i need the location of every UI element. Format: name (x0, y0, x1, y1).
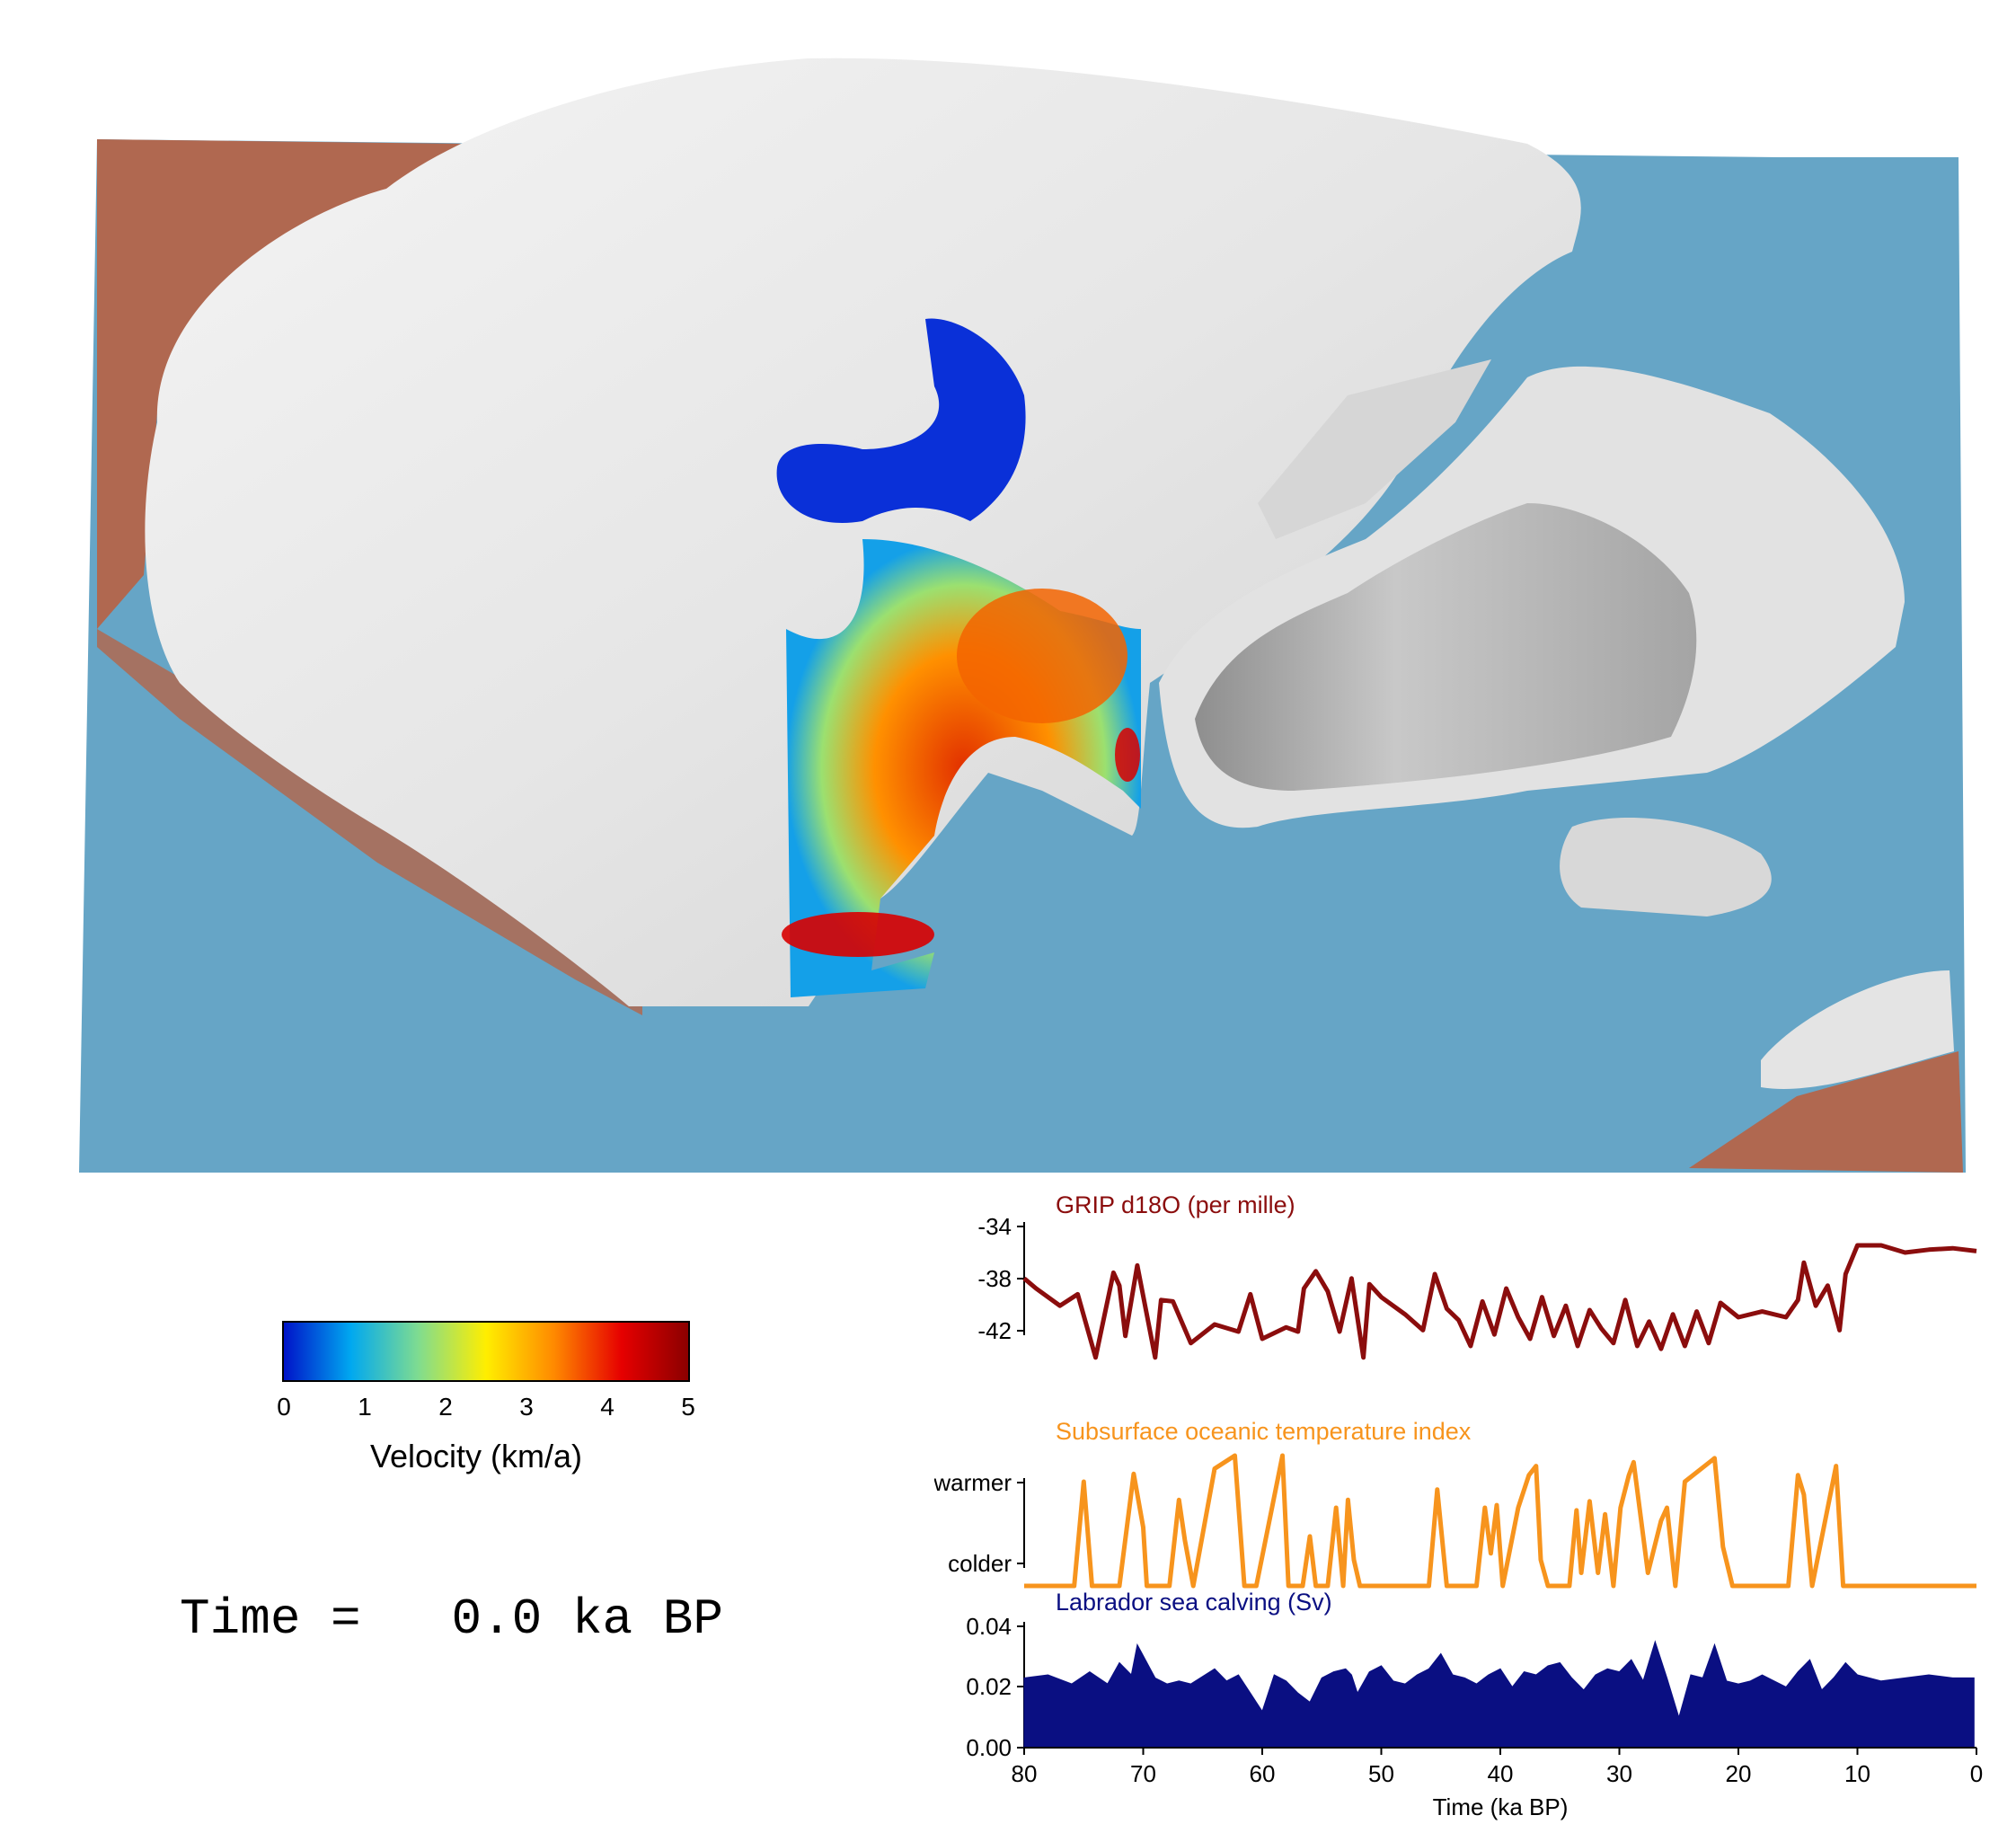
colorbar-tick-4: 4 (600, 1393, 615, 1421)
velocity-hotspot-upper (957, 589, 1127, 723)
colorbar-label: Velocity (km/a) (369, 1438, 583, 1474)
x-tick-label: 50 (1368, 1760, 1394, 1787)
velocity-hotspot-lower (782, 912, 934, 957)
colorbar-tick-3: 3 (519, 1393, 534, 1421)
x-tick-label: 10 (1844, 1760, 1870, 1787)
colorbar-gradient (282, 1321, 690, 1382)
plot-2-ytick-label: 0.04 (966, 1613, 1012, 1640)
x-tick-label: 80 (1012, 1760, 1038, 1787)
plot-1-title: Subsurface oceanic temperature index (1056, 1418, 1472, 1445)
plot-0-ytick-label: -38 (977, 1265, 1012, 1292)
colorbar-tick-0: 0 (277, 1393, 291, 1421)
plot-0-title: GRIP d18O (per mille) (1056, 1191, 1295, 1218)
ice-sheet-map (79, 58, 1966, 1173)
plot-2-area-series (1023, 1640, 1975, 1749)
velocity-stream-upper (776, 318, 1026, 523)
velocity-hotspot-front (1115, 728, 1140, 782)
plot-2-ytick-label: 0.02 (966, 1673, 1012, 1700)
time-value: 0.0 ka BP (451, 1590, 723, 1648)
time-series-panel: GRIP d18O (per mille) -34 -38 -42 Subsurface… (934, 1191, 1983, 1820)
plot-0-ytick-label: -34 (977, 1213, 1012, 1240)
colorbar-tick-5: 5 (681, 1393, 695, 1421)
velocity-colorbar: 0 1 2 3 4 5 Velocity (km/a) (270, 1321, 737, 1483)
plot-0-line-series (1022, 1243, 1977, 1360)
x-tick-label: 60 (1250, 1760, 1276, 1787)
plot-1-ytick-label: colder (948, 1550, 1012, 1577)
colorbar-tick-2: 2 (438, 1393, 453, 1421)
x-tick-label: 40 (1488, 1760, 1514, 1787)
land-west (97, 139, 467, 629)
plot-1-line-series (1024, 1453, 1976, 1589)
time-label: Time = (180, 1590, 361, 1648)
plot-2-title: Labrador sea calving (Sv) (1056, 1589, 1332, 1616)
southeast-ice (1761, 970, 1954, 1089)
x-tick-label: 70 (1130, 1760, 1156, 1787)
time-readout: Time = 0.0 ka BP (180, 1590, 723, 1648)
x-tick-label: 30 (1606, 1760, 1632, 1787)
x-tick-label: 0 (1970, 1760, 1983, 1787)
small-island (1560, 818, 1772, 916)
plot-2-ytick-label: 0.00 (966, 1734, 1012, 1761)
main-ice-dome (145, 58, 1581, 1006)
plot-0-ytick-label: -42 (977, 1317, 1012, 1344)
x-axis-label: Time (ka BP) (1433, 1793, 1569, 1820)
ridge-shadow (1195, 503, 1697, 791)
x-tick-label: 20 (1726, 1760, 1752, 1787)
plot-1-ytick-label: warmer (934, 1469, 1012, 1496)
bay-ice (1258, 359, 1491, 539)
colorbar-tick-1: 1 (358, 1393, 372, 1421)
land-southeast (1689, 1051, 1963, 1173)
